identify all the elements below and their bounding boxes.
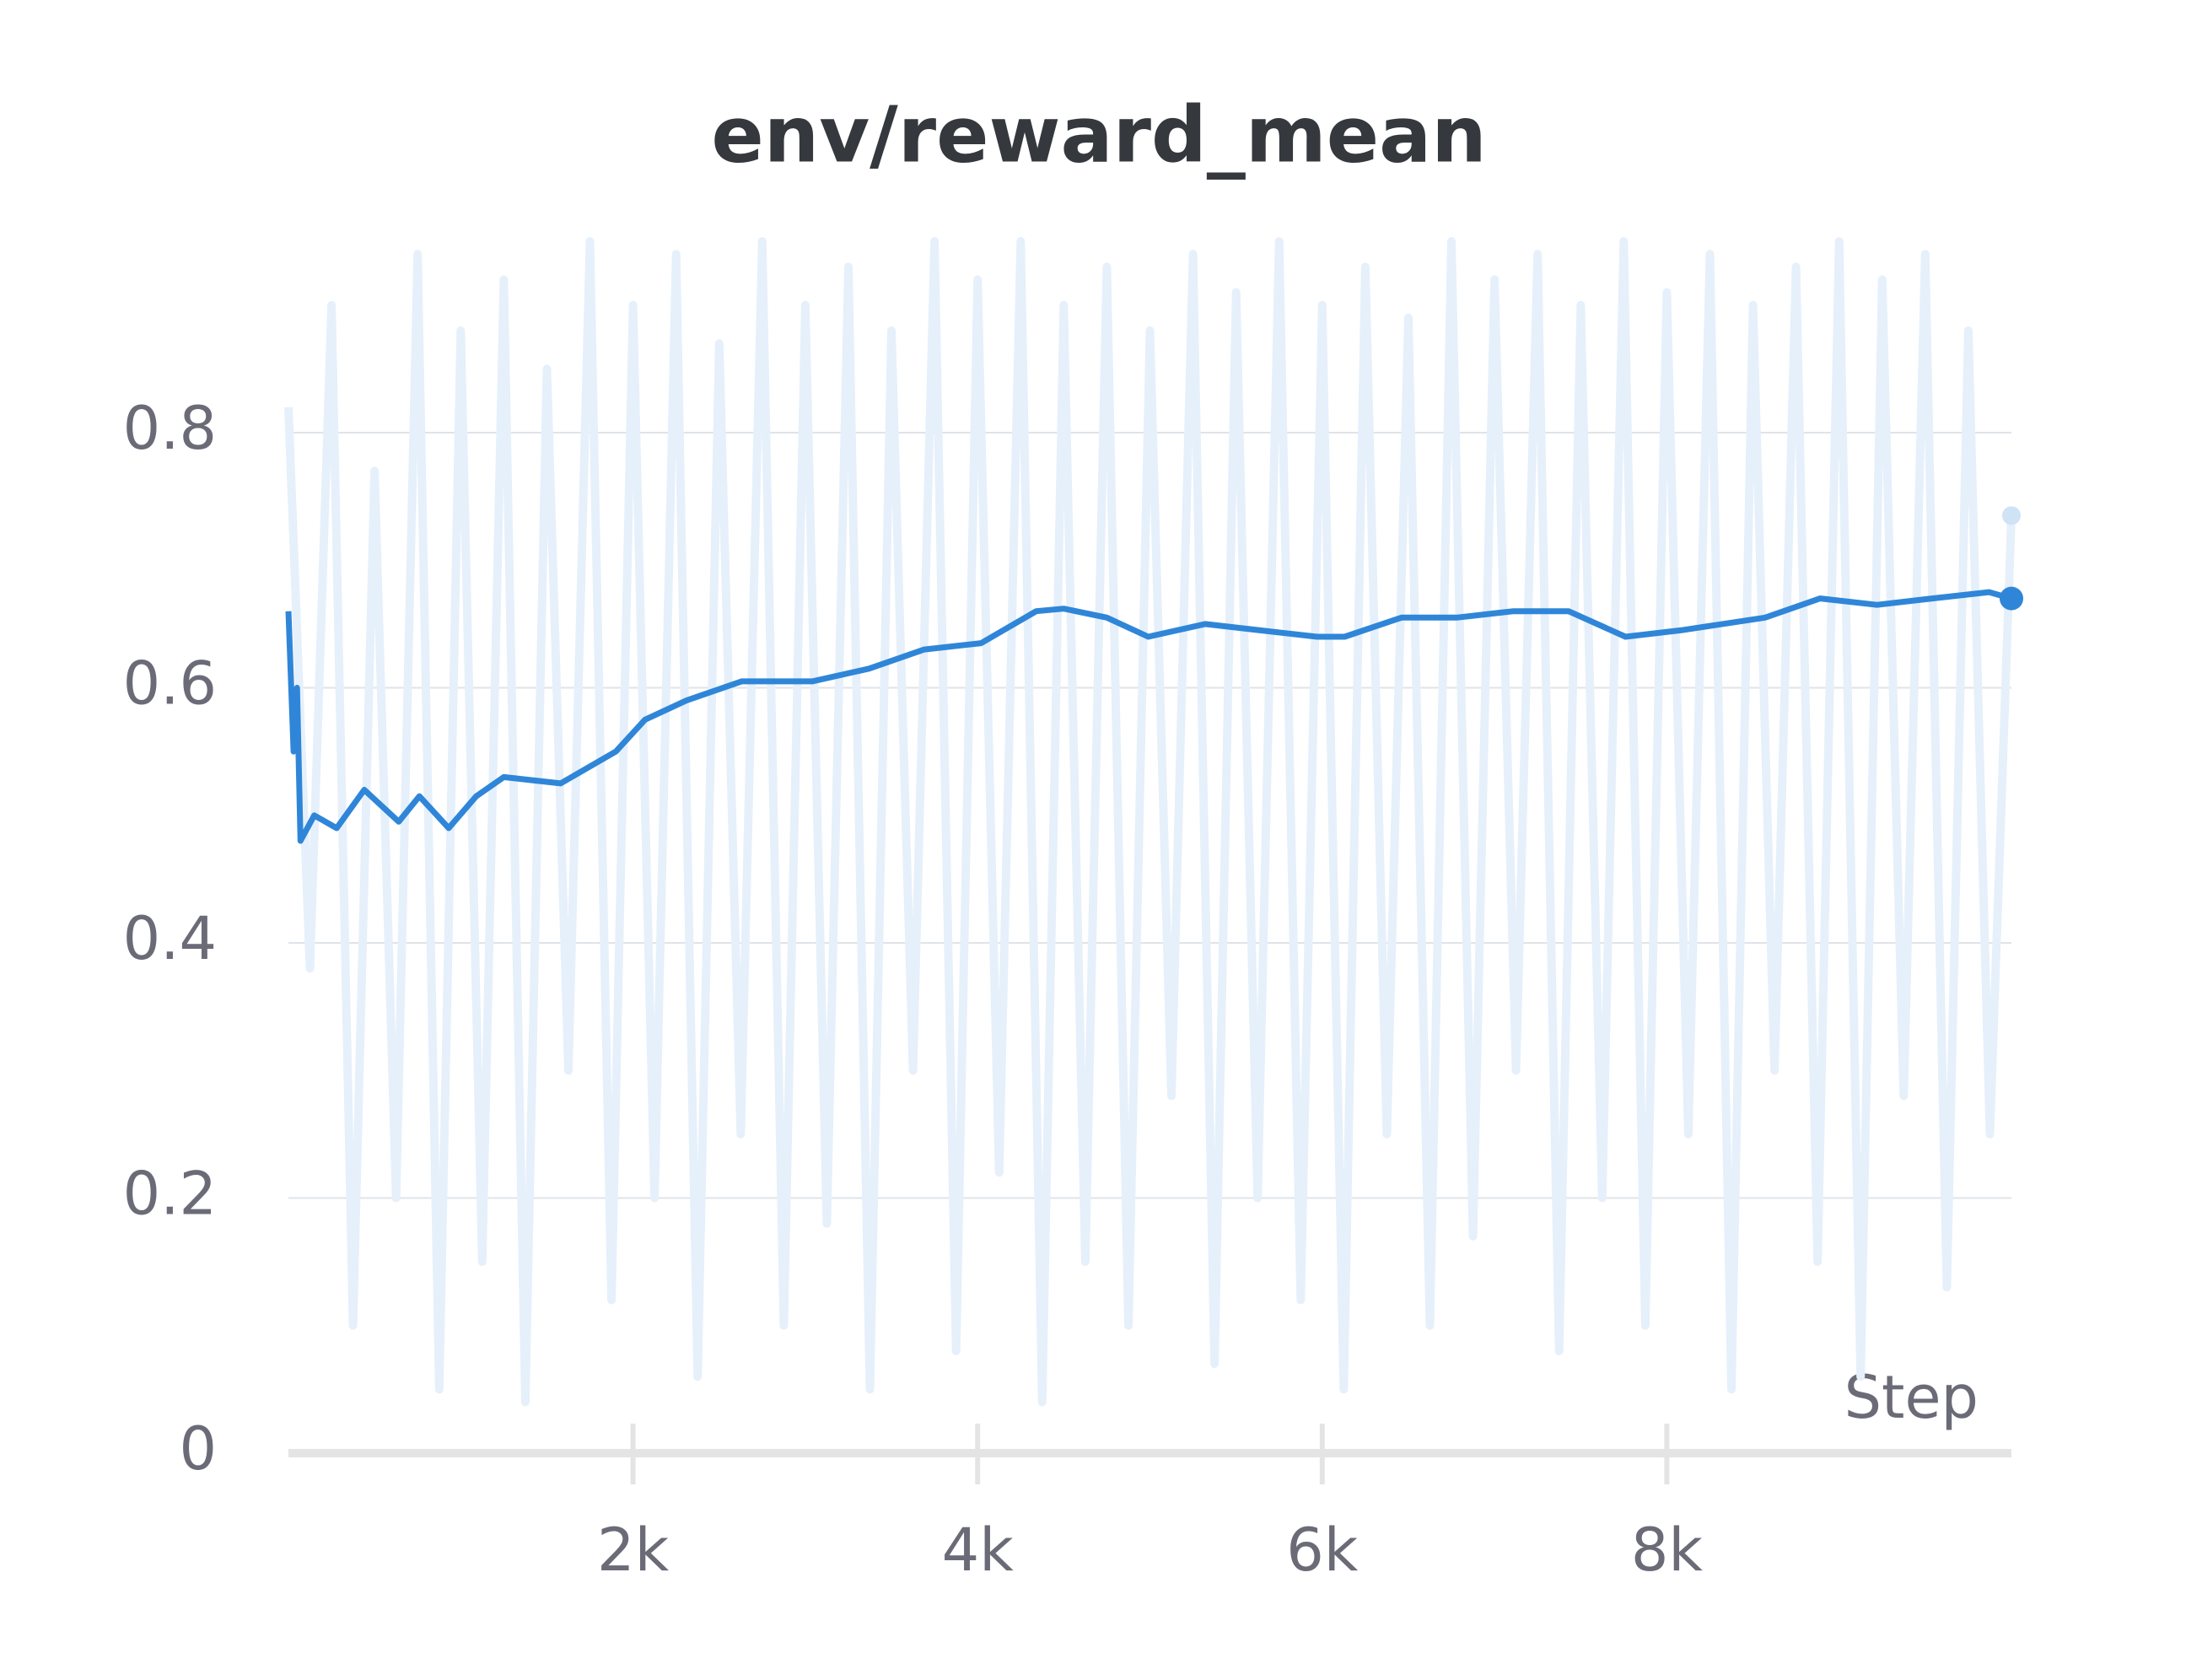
smoothed-line bbox=[285, 589, 2012, 844]
raw-line bbox=[284, 237, 2016, 1407]
x-tick-label: 4k bbox=[942, 1516, 1015, 1585]
y-tick-label: 0 bbox=[179, 1414, 217, 1483]
y-tick-label: 0.6 bbox=[123, 649, 217, 719]
smoothed-end-dot bbox=[2000, 586, 2023, 611]
x-tick-label: 6k bbox=[1286, 1516, 1359, 1585]
chart-title: env/reward_mean bbox=[711, 89, 1486, 180]
y-tick-label: 0.8 bbox=[123, 394, 217, 463]
x-axis-label: Step bbox=[1844, 1363, 1979, 1432]
y-tick-label: 0.2 bbox=[123, 1160, 217, 1229]
x-tick-label: 2k bbox=[597, 1516, 670, 1585]
y-tick-label: 0.4 bbox=[123, 904, 217, 973]
x-tick-label: 8k bbox=[1631, 1516, 1704, 1585]
raw-end-dot bbox=[2002, 506, 2021, 525]
